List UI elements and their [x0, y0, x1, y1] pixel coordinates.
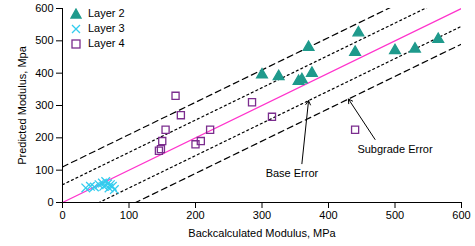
svg-text:400: 400 — [319, 209, 337, 221]
svg-text:100: 100 — [120, 209, 138, 221]
svg-text:Base Error: Base Error — [266, 167, 319, 179]
svg-text:600: 600 — [452, 209, 470, 221]
html-text:Layer 4: Layer 4 — [88, 37, 125, 49]
svg-text:100: 100 — [35, 164, 53, 176]
svg-text:400: 400 — [35, 67, 53, 79]
svg-text:Predicted Modulus, Mpa: Predicted Modulus, Mpa — [16, 45, 28, 164]
svg-text:300: 300 — [253, 209, 271, 221]
svg-text:200: 200 — [186, 209, 204, 221]
html-text:Layer 3: Layer 3 — [88, 22, 125, 34]
svg-text:Subgrade Error: Subgrade Error — [357, 143, 433, 155]
svg-text:Backcalculated Modulus, MPa: Backcalculated Modulus, MPa — [188, 227, 336, 239]
svg-text:200: 200 — [35, 131, 53, 143]
svg-text:600: 600 — [35, 2, 53, 14]
svg-text:0: 0 — [59, 209, 65, 221]
svg-text:300: 300 — [35, 99, 53, 111]
html-text:Layer 2: Layer 2 — [88, 7, 125, 19]
svg-text:0: 0 — [47, 196, 53, 208]
svg-text:500: 500 — [35, 34, 53, 46]
svg-text:500: 500 — [386, 209, 404, 221]
